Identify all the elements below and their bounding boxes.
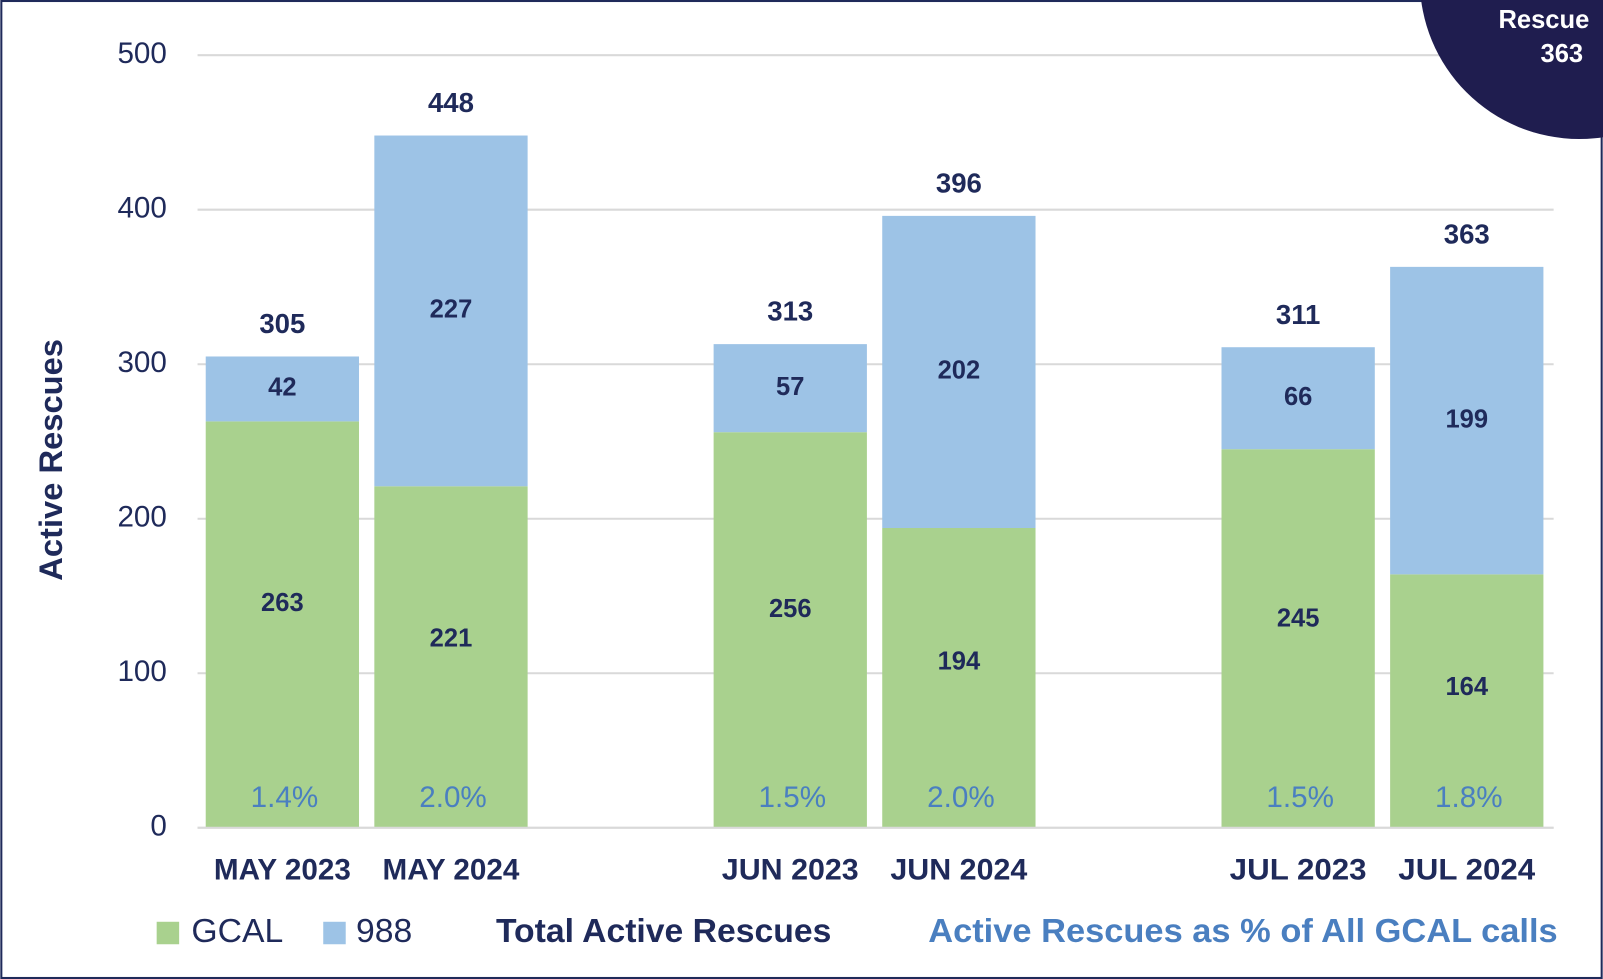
legend-swatch [156,921,180,945]
bar-segment [374,135,528,487]
total-label: 313 [767,296,813,327]
bar-segment [205,421,360,828]
value-label: 221 [430,625,473,653]
bar-segment [882,215,1036,528]
bar-segment [1390,266,1544,575]
value-label: 194 [938,648,981,676]
x-tick-label: MAY 2023 [214,854,351,887]
y-tick-label: 300 [117,346,166,379]
x-tick-label: JUL 2024 [1398,854,1535,887]
value-label: 57 [776,373,804,401]
bar-segment [713,432,867,828]
x-tick-label: JUN 2023 [722,854,859,887]
legend-label: Total Active Rescues [496,912,831,950]
percent-label: 1.4% [251,781,319,814]
total-label: 448 [428,87,474,118]
legend-label: Active Rescues as % of All GCAL calls [928,912,1558,950]
bar-segment [1221,449,1375,828]
total-label: 363 [1444,218,1490,249]
y-tick-label: 400 [117,192,166,225]
badge-value: 363 [1541,40,1584,68]
value-label: 164 [1445,673,1488,701]
value-label: 245 [1277,604,1320,632]
x-tick-label: MAY 2024 [383,854,520,887]
value-label: 256 [769,595,812,623]
value-label: 227 [430,296,473,324]
value-label: 263 [261,589,304,617]
value-label: 42 [268,374,296,402]
x-tick-label: JUN 2024 [890,854,1027,887]
bar-segment [205,356,360,422]
legend-label: 988 [356,912,412,950]
value-label: 199 [1445,405,1488,433]
x-tick-label: JUL 2023 [1230,854,1367,887]
total-label: 305 [259,308,305,339]
y-tick-label: 200 [117,501,166,534]
percent-label: 1.5% [1266,781,1334,814]
badge-label: Rescue [1498,6,1589,34]
bar-segment [713,344,867,433]
value-label: 202 [938,357,981,385]
value-label: 66 [1284,383,1312,411]
percent-label: 2.0% [419,781,487,814]
y-tick-label: 100 [117,655,166,688]
total-label: 396 [936,168,982,199]
total-label: 311 [1276,299,1321,330]
legend-label: GCAL [191,912,283,950]
y-tick-label: 0 [150,810,166,843]
percent-label: 1.5% [759,781,827,814]
y-tick-label: 500 [117,37,166,70]
legend-swatch [323,921,346,945]
percent-label: 1.8% [1435,781,1503,814]
bar-segment [1390,574,1544,828]
y-axis-label: Active Rescues [32,339,69,581]
badge [1421,0,1603,139]
bar-segment [1221,347,1375,450]
bar-segment [374,486,528,828]
bar-segment [882,527,1036,828]
percent-label: 2.0% [927,781,995,814]
